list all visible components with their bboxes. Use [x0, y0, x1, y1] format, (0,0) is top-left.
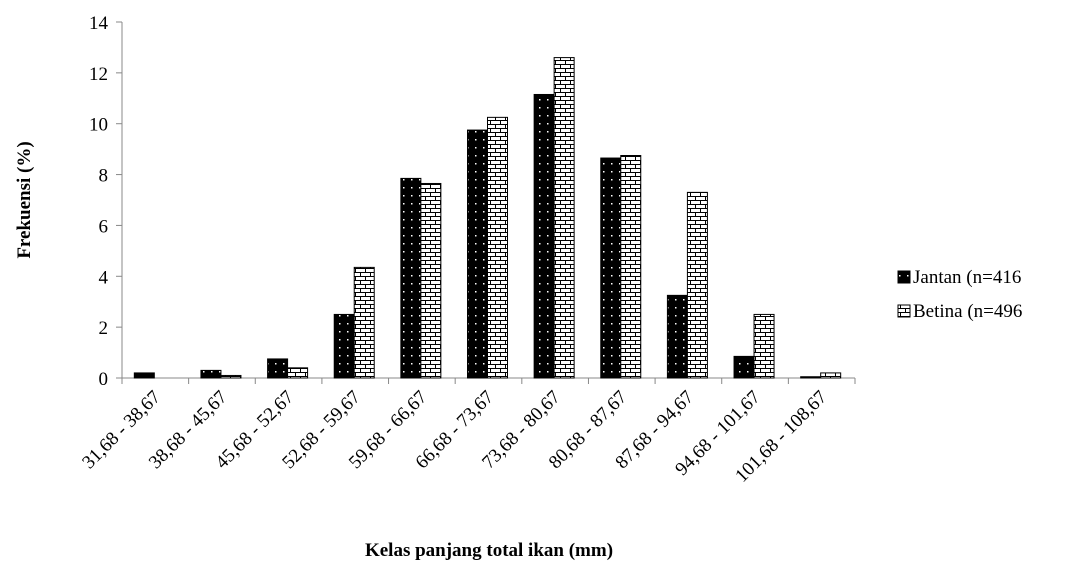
bar	[353, 266, 375, 379]
y-tick-label: 4	[99, 267, 109, 288]
bar	[733, 355, 755, 379]
bar	[666, 294, 688, 379]
bar	[753, 313, 775, 379]
legend-label: Betina (n=496	[913, 301, 1022, 322]
legend-swatch	[897, 270, 911, 284]
bar	[686, 191, 708, 379]
y-axis-title: Frekuensi (%)	[14, 141, 35, 258]
y-tick-label: 2	[99, 318, 109, 339]
bar	[800, 376, 822, 379]
x-axis-title: Kelas panjang total ikan (mm)	[365, 540, 613, 561]
bar	[467, 129, 488, 379]
y-tick-label: 12	[89, 64, 108, 85]
y-tick-label: 10	[89, 115, 108, 136]
y-tick-label: 0	[99, 369, 109, 390]
bar	[487, 116, 508, 379]
legend-label: Jantan (n=416	[913, 267, 1021, 288]
bar	[200, 369, 222, 379]
bar	[420, 182, 442, 379]
bar	[220, 374, 242, 379]
bar	[600, 157, 622, 379]
bar	[267, 358, 289, 379]
bar	[820, 372, 842, 379]
bar	[133, 372, 155, 379]
bar	[553, 57, 575, 379]
bar	[333, 313, 355, 379]
y-tick-label: 6	[99, 216, 109, 237]
legend-swatch	[897, 304, 911, 318]
bar	[620, 155, 642, 379]
bar	[533, 93, 555, 379]
y-tick-label: 8	[99, 166, 109, 187]
bar	[287, 367, 309, 379]
bar	[400, 177, 422, 379]
y-tick-label: 14	[89, 13, 109, 34]
